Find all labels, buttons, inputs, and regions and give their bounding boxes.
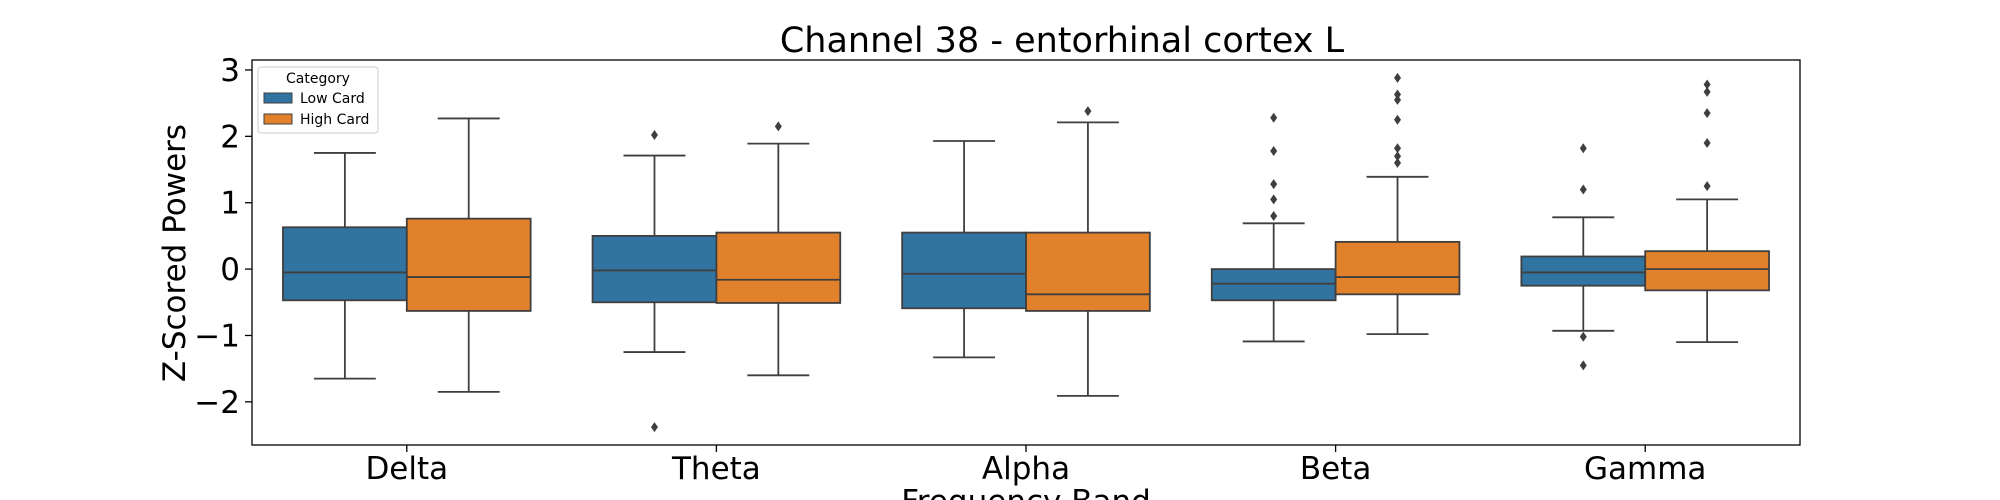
outlier-point: [1579, 331, 1587, 342]
outlier-point: [650, 130, 658, 141]
box-iqr: [591, 235, 718, 304]
y-axis: 3 2 1 0 −1 −2: [194, 53, 252, 421]
y-tick-label: 1: [220, 186, 240, 222]
y-tick-label: −1: [194, 318, 240, 354]
box-iqr: [715, 231, 842, 304]
legend: Category Low Card High Card: [257, 66, 379, 134]
x-axis-label: Frequency Band: [901, 484, 1151, 500]
box-group: [1025, 106, 1151, 397]
y-tick-label: 0: [220, 252, 240, 288]
outlier-point: [1703, 86, 1711, 97]
outlier-point: [1394, 151, 1402, 162]
chart-title: Channel 38 - entorhinal cortex L: [780, 21, 1345, 61]
x-tick-label: Beta: [1300, 451, 1372, 487]
outlier-point: [1394, 94, 1402, 105]
y-tick-label: 2: [220, 119, 240, 155]
outlier-point: [1703, 181, 1711, 192]
x-tick-label: Alpha: [982, 451, 1070, 487]
outlier-point: [1270, 112, 1278, 123]
box-group: [715, 121, 842, 377]
outlier-point: [1703, 108, 1711, 119]
outlier-point: [1579, 184, 1587, 195]
x-axis: Delta Theta Alpha Beta Gamma: [365, 445, 1706, 487]
outlier-point: [1270, 179, 1278, 190]
box-group: [282, 152, 408, 380]
legend-title: Category: [286, 71, 350, 87]
outlier-point: [774, 121, 782, 132]
legend-label-low-card: Low Card: [300, 91, 365, 107]
box-iqr: [1644, 250, 1770, 292]
box-iqr: [901, 231, 1027, 310]
outlier-point: [1394, 143, 1402, 154]
outlier-point: [1394, 89, 1402, 100]
x-tick-label: Theta: [671, 451, 761, 487]
box-group: [1520, 143, 1647, 371]
box-group: [1334, 72, 1461, 336]
y-tick-label: −2: [194, 385, 240, 421]
x-tick-label: Delta: [365, 451, 448, 487]
box-iqr: [405, 217, 532, 312]
box-group: [1210, 112, 1337, 343]
box-iqr: [1334, 240, 1461, 296]
outlier-point: [1394, 72, 1402, 83]
outlier-point: [1270, 210, 1278, 221]
box-group: [405, 117, 532, 393]
box-group: [901, 140, 1027, 359]
y-axis-label: Z-Scored Powers: [157, 124, 193, 382]
x-tick-label: Gamma: [1584, 451, 1706, 487]
outlier-point: [1703, 137, 1711, 148]
outlier-point: [1270, 194, 1278, 205]
box-iqr: [1520, 255, 1647, 287]
outlier-point: [1394, 114, 1402, 125]
outlier-point: [1394, 157, 1402, 168]
box-groups: [282, 72, 1770, 433]
box-iqr: [1025, 231, 1151, 312]
legend-swatch-high-card: [263, 113, 293, 125]
legend-label-high-card: High Card: [300, 112, 369, 128]
box-iqr: [282, 226, 408, 302]
box-group: [1644, 79, 1770, 344]
outlier-point: [650, 422, 658, 433]
outlier-point: [1084, 106, 1092, 117]
y-tick-label: 3: [220, 53, 240, 89]
outlier-point: [1270, 145, 1278, 156]
box-group: [591, 130, 718, 433]
outlier-point: [1579, 360, 1587, 371]
outlier-point: [1579, 143, 1587, 154]
box-iqr: [1210, 268, 1337, 302]
legend-swatch-low-card: [263, 92, 293, 104]
outlier-point: [1703, 79, 1711, 90]
